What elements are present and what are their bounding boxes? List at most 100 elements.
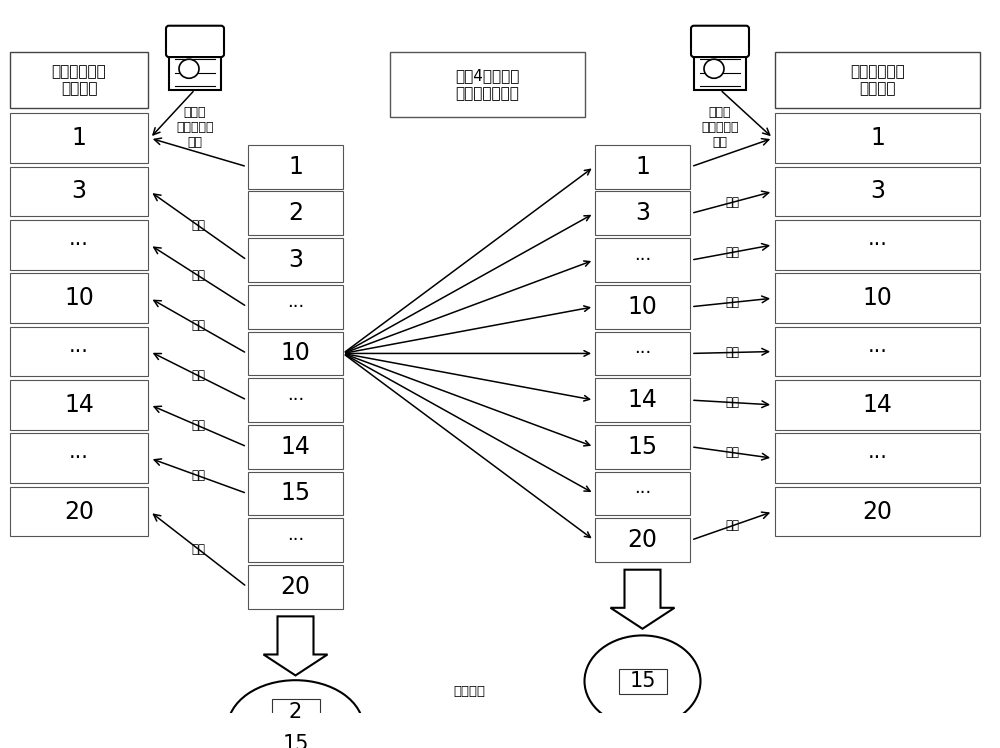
Text: ···: ··· [634,485,651,503]
Bar [595,238,690,282]
Bar [10,433,148,483]
Bar [248,378,343,422]
Circle shape [179,59,199,79]
Text: 1: 1 [635,155,650,179]
Text: 移除: 移除 [726,396,740,409]
FancyBboxPatch shape [691,25,749,57]
Text: 移除: 移除 [726,196,740,209]
Ellipse shape [228,680,364,748]
Text: 15: 15 [282,734,309,748]
Bar [248,425,343,469]
Bar [248,145,343,188]
Text: ···: ··· [69,342,89,361]
Text: 差异记录: 差异记录 [453,684,485,698]
Bar [390,52,585,117]
Text: 14: 14 [281,435,310,459]
Text: 14: 14 [863,393,892,417]
Bar [10,167,148,216]
Text: 2: 2 [288,201,303,225]
Bar [595,331,690,375]
Text: 移除: 移除 [191,420,205,432]
Bar [10,274,148,323]
Text: ···: ··· [287,298,304,316]
Bar [272,699,320,724]
Bar [775,327,980,376]
Bar [248,471,343,515]
Text: 移除: 移除 [191,269,205,282]
Text: 3: 3 [870,180,885,203]
Text: ···: ··· [868,448,887,468]
Bar [10,327,148,376]
Text: 15: 15 [627,435,658,459]
Bar [10,220,148,269]
Bar [10,380,148,429]
Bar [595,378,690,422]
Text: 1: 1 [288,155,303,179]
Text: 移除: 移除 [726,346,740,359]
FancyBboxPatch shape [166,25,224,57]
Text: ···: ··· [634,344,651,363]
Text: 20: 20 [862,500,893,524]
Bar [248,238,343,282]
Text: 14: 14 [64,393,94,417]
Text: ···: ··· [287,391,304,409]
Text: 移除: 移除 [191,319,205,332]
Text: ···: ··· [634,251,651,269]
Bar [248,191,343,236]
Bar [618,669,666,693]
Bar [10,52,148,108]
Bar [272,732,320,748]
Text: 生产端
数据库模块
移除: 生产端 数据库模块 移除 [176,106,214,149]
Text: 移除: 移除 [191,543,205,556]
Text: 移除: 移除 [191,469,205,482]
Ellipse shape [584,635,700,727]
Text: 20: 20 [64,500,94,524]
Bar [775,52,980,108]
Bar [169,52,221,90]
Text: 移除: 移除 [726,519,740,533]
Text: ···: ··· [868,342,887,361]
Text: 移除: 移除 [191,370,205,382]
Bar [775,380,980,429]
Bar [248,285,343,328]
Bar [775,487,980,536]
Text: 3: 3 [635,201,650,225]
Text: 移除: 移除 [191,219,205,233]
Bar [595,145,690,188]
Text: ···: ··· [69,448,89,468]
Text: 生产端无差异
数据记录: 生产端无差异 数据记录 [52,64,106,96]
Bar [10,114,148,163]
Bar [595,191,690,236]
Bar [248,518,343,562]
Bar [775,114,980,163]
Text: 灾备端无差异
数据记录: 灾备端无差异 数据记录 [850,64,905,96]
Text: 移除: 移除 [726,446,740,459]
Text: ···: ··· [868,235,887,255]
Text: 3: 3 [72,180,87,203]
Bar [10,487,148,536]
Text: 10: 10 [281,341,310,366]
Text: 15: 15 [280,482,311,506]
Text: 步骤4）：排序
后比较每条记录: 步骤4）：排序 后比较每条记录 [455,69,520,101]
Text: 10: 10 [64,286,94,310]
Bar [248,331,343,375]
Text: 10: 10 [863,286,892,310]
Circle shape [704,59,724,79]
Bar [694,52,746,90]
Text: 灾备端
数据库模块
移除: 灾备端 数据库模块 移除 [701,106,739,149]
Text: 15: 15 [629,671,656,691]
Bar [595,285,690,328]
Bar [595,518,690,562]
Bar [775,274,980,323]
Bar [248,565,343,609]
Text: 10: 10 [628,295,657,319]
Polygon shape [264,616,328,675]
Polygon shape [610,570,674,629]
Text: 移除: 移除 [726,246,740,259]
Text: 20: 20 [628,528,658,552]
Text: 移除: 移除 [726,296,740,309]
Bar [775,220,980,269]
Bar [595,425,690,469]
Text: 3: 3 [288,248,303,272]
Text: 2: 2 [289,702,302,722]
